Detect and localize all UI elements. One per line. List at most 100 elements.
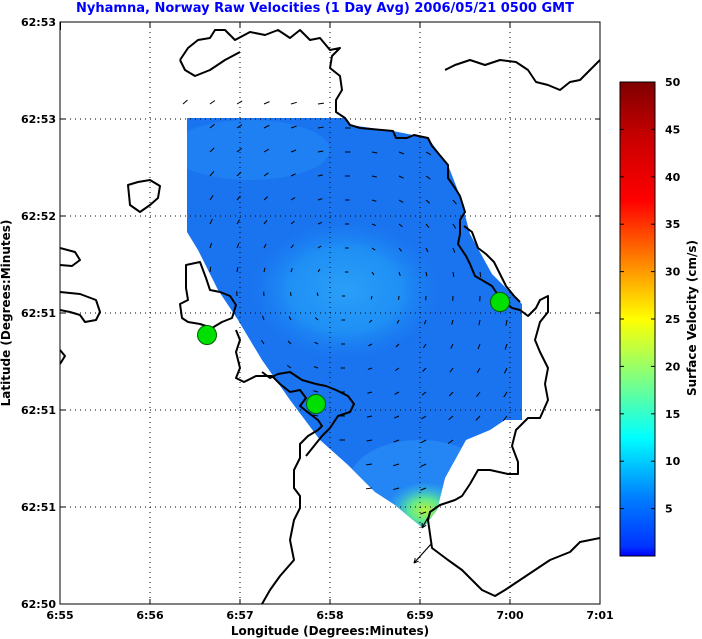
velocity-arrow — [290, 268, 293, 273]
velocity-arrow — [263, 101, 270, 105]
velocity-arrow — [448, 391, 454, 397]
velocity-arrow — [290, 220, 295, 225]
colorbar-label: Surface Velocity (cm/s) — [685, 240, 699, 396]
velocity-arrow — [290, 173, 296, 177]
velocity-arrow — [370, 295, 373, 300]
velocity-arrow — [420, 511, 427, 515]
velocity-arrow — [290, 101, 297, 105]
velocity-arrow — [504, 343, 508, 350]
velocity-arrow — [317, 268, 321, 273]
radar-sites — [197, 292, 510, 414]
velocity-arrow — [368, 343, 373, 347]
velocity-arrow — [263, 196, 269, 201]
velocity-arrow — [393, 439, 400, 443]
velocity-arrow — [452, 223, 457, 229]
velocity-arrow — [393, 463, 400, 467]
y-tick-label: 62:51 — [21, 404, 56, 417]
velocity-arrow — [394, 391, 400, 395]
colorbar-tick-label: 5 — [665, 503, 673, 516]
velocity-arrow — [503, 367, 508, 374]
velocity-arrow — [393, 487, 400, 491]
colorbar-ticks: 5 10 15 20 25 30 35 40 45 50 — [620, 76, 681, 516]
colorbar-tick-label: 10 — [665, 455, 681, 468]
velocity-arrow — [263, 267, 266, 273]
velocity-arrow — [420, 463, 427, 467]
velocity-arrow — [452, 199, 457, 205]
x-tick-label: 6:59 — [406, 609, 433, 622]
velocity-arrow — [263, 220, 268, 225]
velocity-arrow — [396, 319, 400, 324]
velocity-arrow-strong — [413, 542, 433, 564]
x-tick-label: 7:00 — [496, 609, 524, 622]
velocity-arrow — [475, 415, 481, 421]
velocity-arrow — [209, 100, 216, 105]
velocity-arrow — [425, 223, 430, 228]
velocity-arrow — [290, 149, 297, 153]
velocity-arrow — [366, 415, 373, 418]
x-tick-label: 6:55 — [46, 609, 73, 622]
velocity-arrow — [398, 271, 401, 276]
velocity-arrow — [425, 151, 432, 156]
velocity-vectors — [182, 99, 508, 564]
velocity-arrow — [371, 271, 375, 276]
velocity-arrow — [371, 151, 378, 154]
velocity-arrow — [367, 391, 373, 394]
velocity-arrow — [371, 199, 377, 202]
y-axis-label: Latitude (Degrees:Minutes) — [0, 220, 13, 407]
colorbar — [619, 81, 656, 557]
velocity-arrow — [236, 243, 240, 249]
velocity-arrow — [452, 247, 456, 253]
velocity-arrow — [425, 199, 431, 204]
colorbar-tick-label: 20 — [665, 360, 681, 373]
colorbar-tick-label: 25 — [665, 313, 680, 326]
velocity-arrow — [371, 223, 377, 227]
velocity-arrow — [261, 315, 265, 321]
velocity-arrow — [421, 415, 427, 420]
velocity-arrow — [365, 487, 373, 490]
velocity-arrow — [209, 242, 213, 249]
velocity-arrow — [423, 343, 427, 349]
velocity-arrow — [290, 244, 294, 249]
velocity-arrow — [478, 319, 481, 326]
velocity-arrow — [236, 147, 242, 153]
velocity-arrow — [312, 414, 319, 417]
velocity-arrow — [209, 266, 212, 273]
velocity-arrow — [287, 340, 292, 345]
velocity-arrow — [261, 339, 265, 345]
radar-site-marker — [197, 325, 217, 345]
velocity-arrow — [371, 175, 377, 178]
colorbar-tick-label: 50 — [665, 76, 681, 89]
arrow-head — [413, 560, 419, 564]
velocity-arrow — [398, 199, 404, 203]
velocity-arrow — [263, 172, 269, 177]
velocity-arrow — [314, 341, 319, 345]
velocity-arrow — [236, 171, 242, 177]
colorbar-tick-label: 40 — [665, 171, 681, 184]
velocity-arrow — [288, 316, 292, 321]
x-tick-label: 6:57 — [226, 609, 253, 622]
velocity-arrow — [317, 102, 325, 105]
velocity-arrow — [317, 174, 323, 177]
x-tick-label: 6:58 — [316, 609, 343, 622]
grid-lines — [60, 22, 600, 604]
velocity-arrow — [209, 123, 215, 129]
x-tick-label: 7:01 — [586, 609, 613, 622]
velocity-arrow — [209, 171, 215, 177]
velocity-arrow — [422, 367, 427, 372]
velocity-arrow — [421, 391, 427, 396]
x-axis-label: Longitude (Degrees:Minutes) — [231, 624, 429, 638]
velocity-arrow — [316, 292, 319, 297]
velocity-arrow — [476, 391, 481, 397]
coastline — [60, 22, 600, 604]
velocity-arrow — [209, 147, 215, 153]
velocity-arrow — [398, 175, 404, 179]
velocity-arrow — [476, 367, 481, 374]
velocity-arrow — [425, 271, 428, 277]
velocity-arrow — [317, 221, 323, 225]
velocity-arrow — [505, 319, 508, 326]
velocity-arrow — [502, 415, 508, 422]
velocity-arrow — [286, 364, 292, 369]
velocity-arrow — [236, 124, 243, 129]
velocity-arrow — [317, 150, 324, 153]
